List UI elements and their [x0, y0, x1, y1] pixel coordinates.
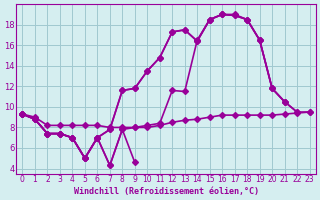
X-axis label: Windchill (Refroidissement éolien,°C): Windchill (Refroidissement éolien,°C): [74, 187, 259, 196]
